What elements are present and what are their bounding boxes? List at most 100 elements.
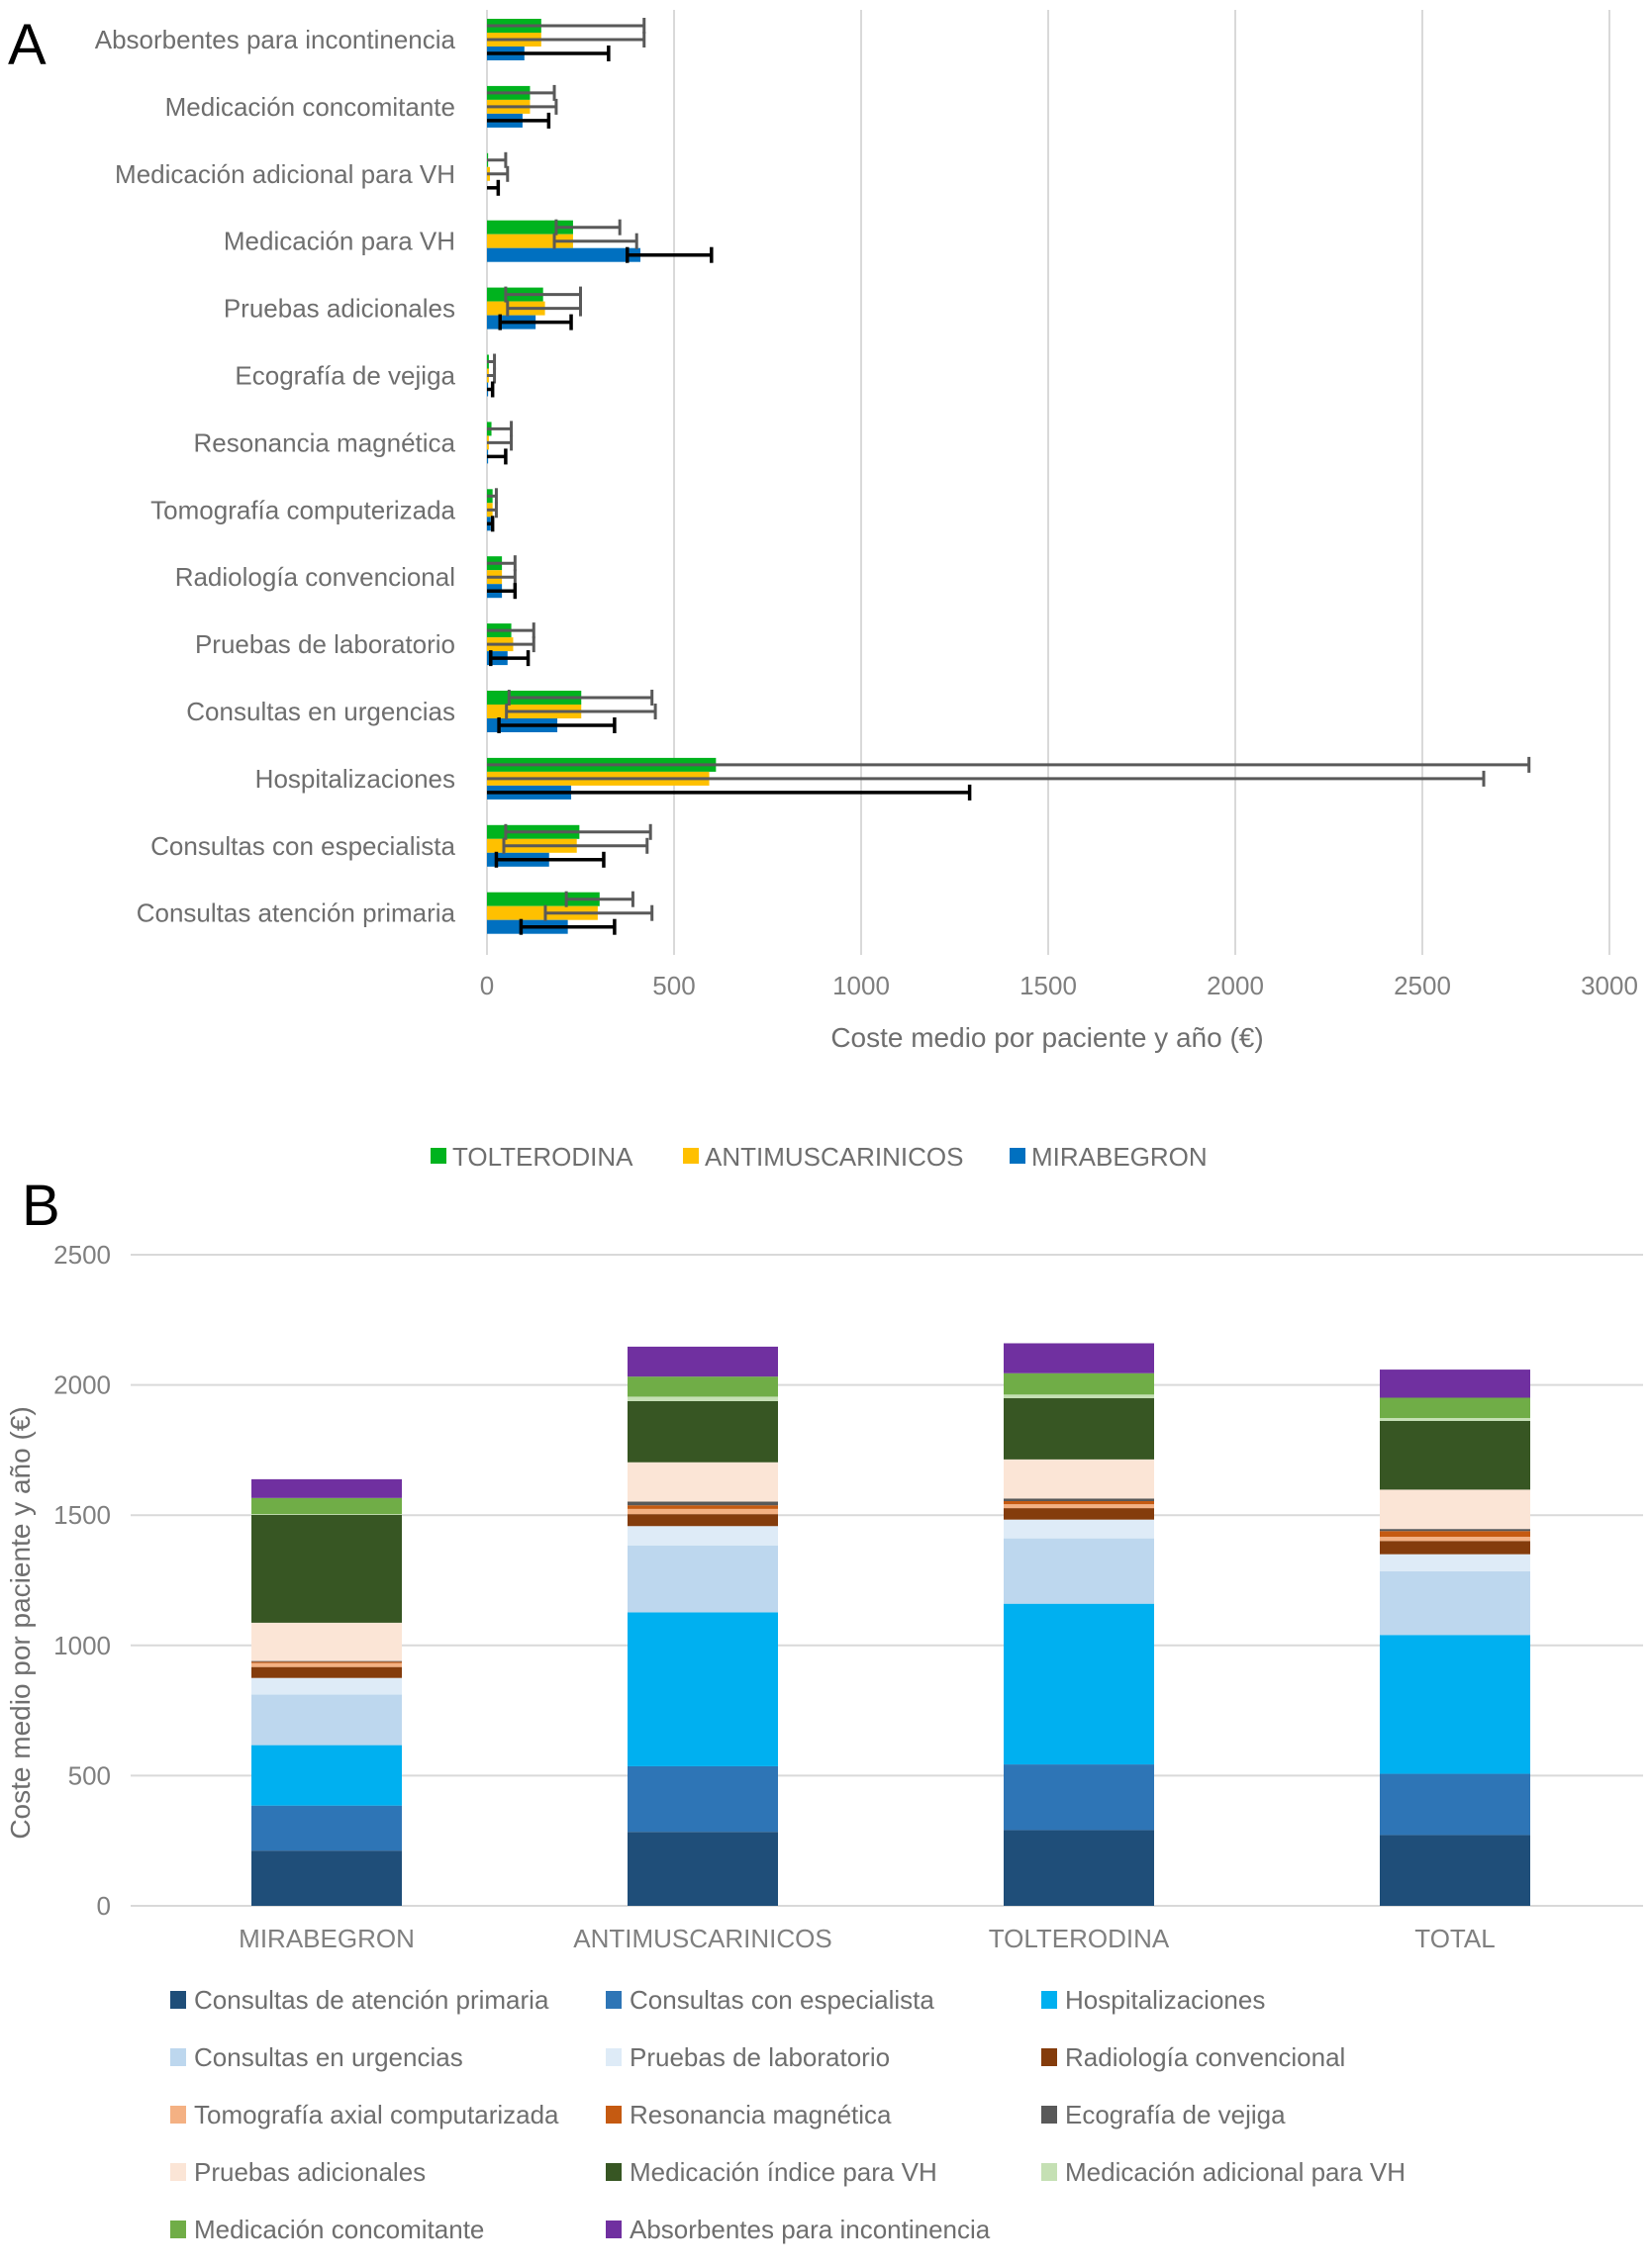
error-bar-tolterodina-medicacion-adicional-para-vh — [487, 151, 508, 168]
error-bar-mirabegron-radiologia-convencional — [487, 583, 518, 600]
y-tick-label-500: 500 — [68, 1760, 111, 1790]
x-tick-label-1500: 1500 — [1019, 971, 1077, 1000]
segment-tomografia-axial-computarizada — [251, 1662, 402, 1667]
error-bar-tolterodina-medicacion-concomitante — [487, 84, 556, 101]
panel-a-x-tick-labels: 0 500 1000 1500 2000 2500 3000 — [480, 971, 1638, 1000]
error-bar-mirabegron-medicacion-adicional-para-vh — [487, 179, 501, 196]
legend-item-antimuscarinicos: ANTIMUSCARINICOS — [683, 1142, 963, 1172]
segment-consultas-con-especialista — [251, 1805, 402, 1851]
bar-tolterodina-consultas-atencion-primaria — [487, 892, 600, 906]
x-tick-label-2000: 2000 — [1207, 971, 1264, 1000]
error-bar-antimuscarinicos-ecografia-de-vejiga — [487, 367, 497, 384]
segment-pruebas-adicionales — [1380, 1489, 1530, 1530]
error-bar-antimuscarinicos-hospitalizaciones — [487, 770, 1486, 787]
segment-pruebas-de-laboratorio — [1004, 1519, 1154, 1539]
error-bar-tolterodina-pruebas-de-laboratorio — [487, 622, 535, 639]
error-bar-tolterodina-absorbentes-para-incontinencia — [487, 18, 646, 34]
segment-pruebas-adicionales — [628, 1462, 778, 1502]
error-bar-mirabegron-absorbentes-para-incontinencia — [487, 46, 611, 61]
panel-a-label: A — [8, 13, 47, 77]
bar-tolterodina-medicacion-para-vh — [487, 220, 573, 235]
legend-label: Medicación índice para VH — [630, 2157, 937, 2187]
segment-pruebas-adicionales — [251, 1622, 402, 1661]
segment-resonancia-magnetica — [251, 1661, 402, 1663]
segment-hospitalizaciones — [251, 1745, 402, 1806]
segment-tomografia-axial-computarizada — [1004, 1504, 1154, 1509]
legend-label: Resonancia magnética — [630, 2100, 892, 2129]
legend-item-hospitalizaciones: Hospitalizaciones — [1041, 1985, 1265, 2015]
segment-medicacion-indice-para-vh — [628, 1400, 778, 1463]
segment-radiologia-convencional — [628, 1514, 778, 1527]
legend-item-consultas-en-urgencias: Consultas en urgencias — [170, 2042, 463, 2072]
panel-b-stacked-bar-chart: B 0 500 1000 1500 2000 2500 Coste medio por p… — [5, 1174, 1643, 2244]
error-bar-mirabegron-tomografia-computerizada — [487, 516, 495, 532]
error-bar-tolterodina-ecografia-de-vejiga — [487, 353, 497, 370]
legend-item-pruebas-adicionales: Pruebas adicionales — [170, 2157, 426, 2187]
panel-a-category-labels: Absorbentes para incontinencia Medicación… — [95, 25, 456, 928]
legend-item-radiologia-convencional: Radiología convencional — [1041, 2042, 1345, 2072]
legend-label: Ecografía de vejiga — [1065, 2100, 1286, 2129]
category-label-medicacion-para-vh: Medicación para VH — [224, 227, 455, 256]
segment-ecografia-de-vejiga — [1004, 1498, 1154, 1501]
panel-a-bar-chart: A Absorbentes para incontinencia Medicaci… — [8, 10, 1638, 1172]
bar-antimuscarinicos-consultas-atencion-primaria — [487, 905, 598, 920]
segment-pruebas-de-laboratorio — [251, 1677, 402, 1695]
legend-item-absorbentes-para-incontinencia: Absorbentes para incontinencia — [606, 2215, 991, 2244]
panel-b-x-tick-labels: MIRABEGRON ANTIMUSCARINICOS TOLTERODINA TOT… — [239, 1924, 1496, 1953]
error-bar-tolterodina-radiologia-convencional — [487, 555, 517, 572]
category-label-radiologia-convencional: Radiología convencional — [175, 562, 455, 592]
panel-b-y-axis-label: Coste medio por paciente y año (€) — [5, 1406, 36, 1839]
segment-ecografia-de-vejiga — [1380, 1529, 1530, 1532]
legend-item-tomografia-axial-computarizada: Tomografía axial computarizada — [170, 2100, 559, 2129]
legend-swatch — [606, 2163, 622, 2181]
legend-swatch — [170, 2048, 186, 2066]
panel-a-x-axis-label: Coste medio por paciente y año (€) — [830, 1022, 1263, 1053]
legend-swatch — [1041, 2106, 1057, 2124]
legend-swatch — [170, 2221, 186, 2238]
error-bar-antimuscarinicos-medicacion-adicional-para-vh — [487, 165, 510, 182]
y-tick-label-1500: 1500 — [53, 1500, 111, 1530]
segment-consultas-en-urgencias — [251, 1694, 402, 1746]
y-tick-label-2000: 2000 — [53, 1370, 111, 1400]
segment-consultas-con-especialista — [1380, 1773, 1530, 1836]
legend-item-medicacion-concomitante: Medicación concomitante — [170, 2215, 484, 2244]
legend-label: MIRABEGRON — [1031, 1142, 1208, 1172]
x-tick-label-500: 500 — [652, 971, 695, 1000]
category-label-pruebas-de-laboratorio: Pruebas de laboratorio — [195, 629, 455, 659]
segment-absorbentes-para-incontinencia — [1004, 1343, 1154, 1373]
legend-swatch — [1041, 2163, 1057, 2181]
category-label-medicacion-adicional-para-vh: Medicación adicional para VH — [115, 159, 455, 189]
segment-consultas-en-urgencias — [1380, 1570, 1530, 1636]
segment-ecografia-de-vejiga — [251, 1660, 402, 1662]
error-bar-mirabegron-medicacion-concomitante — [487, 112, 551, 129]
legend-swatch — [1041, 1991, 1057, 2009]
legend-label: Consultas en urgencias — [194, 2042, 463, 2072]
segment-medicacion-concomitante — [1004, 1372, 1154, 1395]
legend-label: Radiología convencional — [1065, 2042, 1345, 2072]
legend-label: Pruebas adicionales — [194, 2157, 426, 2187]
segment-medicacion-concomitante — [628, 1376, 778, 1397]
segment-resonancia-magnetica — [1380, 1531, 1530, 1538]
legend-label: TOLTERODINA — [452, 1142, 633, 1172]
segment-medicacion-adicional-para-vh — [1380, 1418, 1530, 1421]
segment-tomografia-axial-computarizada — [1380, 1537, 1530, 1542]
error-bar-antimuscarinicos-consultas-atencion-primaria — [543, 904, 654, 921]
segment-medicacion-adicional-para-vh — [1004, 1394, 1154, 1399]
legend-swatch — [170, 1991, 186, 2009]
error-bar-tolterodina-consultas-en-urgencias — [507, 690, 654, 706]
legend-label: Tomografía axial computarizada — [194, 2100, 559, 2129]
segment-medicacion-adicional-para-vh — [251, 1514, 402, 1515]
error-bar-antimuscarinicos-medicacion-concomitante — [487, 98, 558, 115]
legend-item-medicacion-indice-para-vh: Medicación índice para VH — [606, 2157, 937, 2187]
stacked-bar-total — [1380, 1370, 1530, 1906]
stacked-bar-mirabegron — [251, 1478, 402, 1906]
legend-item-pruebas-de-laboratorio: Pruebas de laboratorio — [606, 2042, 890, 2072]
error-bar-mirabegron-hospitalizaciones — [487, 784, 972, 801]
segment-medicacion-concomitante — [1380, 1397, 1530, 1419]
x-tick-label-tolterodina: TOLTERODINA — [989, 1924, 1170, 1953]
legend-item-consultas-de-atencion-primaria: Consultas de atención primaria — [170, 1985, 549, 2015]
segment-medicacion-concomitante — [251, 1497, 402, 1515]
panel-b-legend: Consultas de atención primaria Consultas … — [170, 1985, 1406, 2244]
stacked-bar-tolterodina — [1004, 1343, 1154, 1906]
